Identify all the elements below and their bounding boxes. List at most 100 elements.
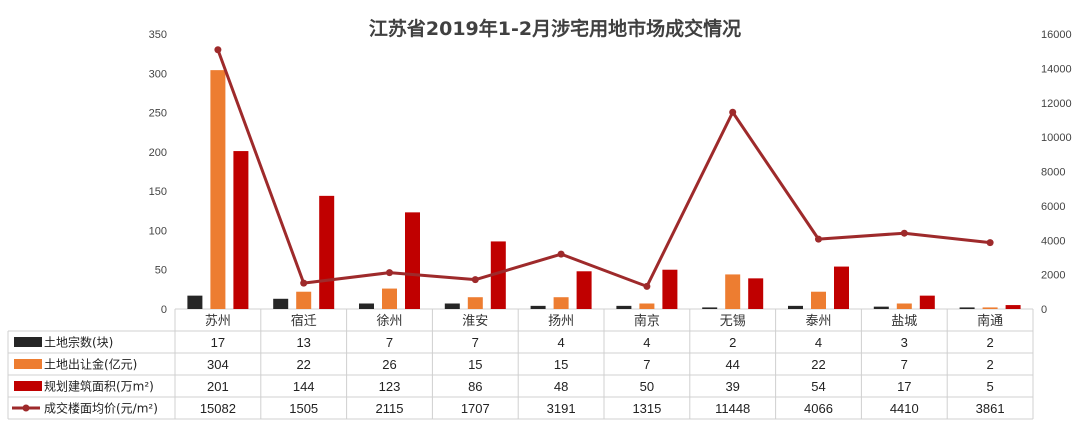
bar — [296, 291, 312, 309]
data-label: 44 — [725, 357, 739, 372]
bar — [382, 288, 397, 309]
left-tick-label: 350 — [149, 29, 167, 41]
bar — [702, 307, 718, 309]
bar — [553, 297, 569, 309]
right-tick-label: 2000 — [1041, 270, 1065, 282]
right-axis: 0 2000 4000 6000 8000 10000 12000 14000 16000 — [1041, 29, 1072, 316]
row-label: 土地出让金(亿元) — [44, 357, 137, 372]
legend-key-marker — [22, 404, 30, 412]
bar — [959, 307, 975, 309]
data-label: 3861 — [976, 401, 1005, 416]
right-tick-label: 0 — [1041, 304, 1047, 316]
data-label: 4 — [643, 335, 650, 350]
gridlines — [7, 308, 1034, 420]
bar — [490, 241, 506, 309]
legend-key — [14, 337, 42, 347]
bar — [919, 295, 935, 309]
data-label: 11448 — [715, 401, 750, 416]
left-tick-label: 300 — [149, 68, 167, 80]
series-line — [216, 49, 991, 288]
data-label: 2 — [986, 357, 993, 372]
data-label: 1707 — [461, 401, 490, 416]
line-point — [729, 108, 737, 116]
left-tick-label: 100 — [149, 225, 167, 237]
data-label: 7 — [386, 335, 393, 350]
data-label: 7 — [901, 357, 908, 372]
data-label: 2 — [729, 335, 736, 350]
data-label: 4410 — [890, 401, 919, 416]
category-label: 南通 — [977, 313, 1003, 329]
bar — [359, 303, 374, 309]
legend-key — [14, 359, 42, 369]
bar — [576, 271, 592, 309]
data-label: 4 — [557, 335, 564, 350]
price-line — [214, 46, 994, 290]
data-label: 13 — [296, 335, 310, 350]
row-label: 土地宗数(块) — [44, 335, 113, 350]
data-label: 7 — [643, 357, 650, 372]
data-label: 22 — [296, 357, 310, 372]
right-tick-label: 10000 — [1041, 132, 1072, 144]
bar — [662, 269, 678, 309]
data-label: 1505 — [289, 401, 318, 416]
data-label: 54 — [811, 379, 825, 394]
category-label: 泰州 — [805, 314, 831, 329]
right-tick-label: 16000 — [1041, 29, 1072, 41]
data-label: 5 — [986, 379, 993, 394]
line-point — [386, 269, 393, 277]
legend-key — [14, 381, 42, 391]
data-label: 4066 — [804, 401, 833, 416]
bar — [467, 297, 483, 309]
category-label: 南京 — [634, 313, 660, 329]
line-point — [214, 46, 222, 54]
bar — [319, 195, 335, 309]
data-label: 4 — [815, 335, 822, 350]
bar — [1005, 305, 1021, 309]
row-label: 规划建筑面积(万m²) — [44, 379, 154, 394]
data-label: 15 — [554, 357, 568, 372]
bar — [187, 295, 203, 309]
category-label: 扬州 — [548, 314, 574, 329]
left-tick-label: 50 — [155, 265, 167, 277]
category-label: 宿迁 — [291, 313, 317, 329]
data-label: 2 — [986, 335, 993, 350]
bar — [896, 303, 912, 309]
data-label: 15 — [468, 357, 482, 372]
left-tick-label: 200 — [149, 147, 167, 159]
left-axis: 0 50 100 150 200 250 300 350 — [149, 29, 167, 316]
right-tick-label: 8000 — [1041, 167, 1065, 179]
bar — [982, 307, 998, 309]
data-label: 39 — [725, 379, 739, 394]
data-label: 7 — [472, 335, 479, 350]
line-point — [643, 282, 651, 290]
line-point — [557, 250, 565, 258]
data-label: 17 — [897, 379, 911, 394]
line-point — [471, 276, 479, 284]
left-tick-label: 150 — [149, 186, 167, 198]
left-tick-label: 250 — [149, 108, 167, 120]
data-label: 86 — [468, 379, 482, 394]
data-label: 17 — [211, 335, 225, 350]
data-label: 22 — [811, 357, 825, 372]
line-point — [900, 229, 908, 237]
bar — [873, 306, 889, 309]
data-label: 123 — [379, 379, 401, 394]
bar — [530, 305, 546, 309]
bar — [616, 305, 632, 309]
data-label: 144 — [293, 379, 315, 394]
chart-title: 江苏省2019年1-2月涉宅用地市场成交情况 — [369, 17, 741, 40]
right-tick-label: 4000 — [1041, 235, 1065, 247]
data-label: 50 — [640, 379, 654, 394]
category-label: 徐州 — [376, 314, 402, 329]
category-label: 苏州 — [205, 313, 231, 329]
category-label: 无锡 — [720, 314, 746, 329]
right-tick-label: 14000 — [1041, 63, 1072, 75]
bar — [233, 151, 249, 309]
data-label: 26 — [382, 357, 396, 372]
bar — [788, 305, 803, 309]
data-label: 2115 — [376, 401, 404, 416]
left-tick-label: 0 — [161, 304, 167, 316]
line-point — [986, 239, 994, 247]
